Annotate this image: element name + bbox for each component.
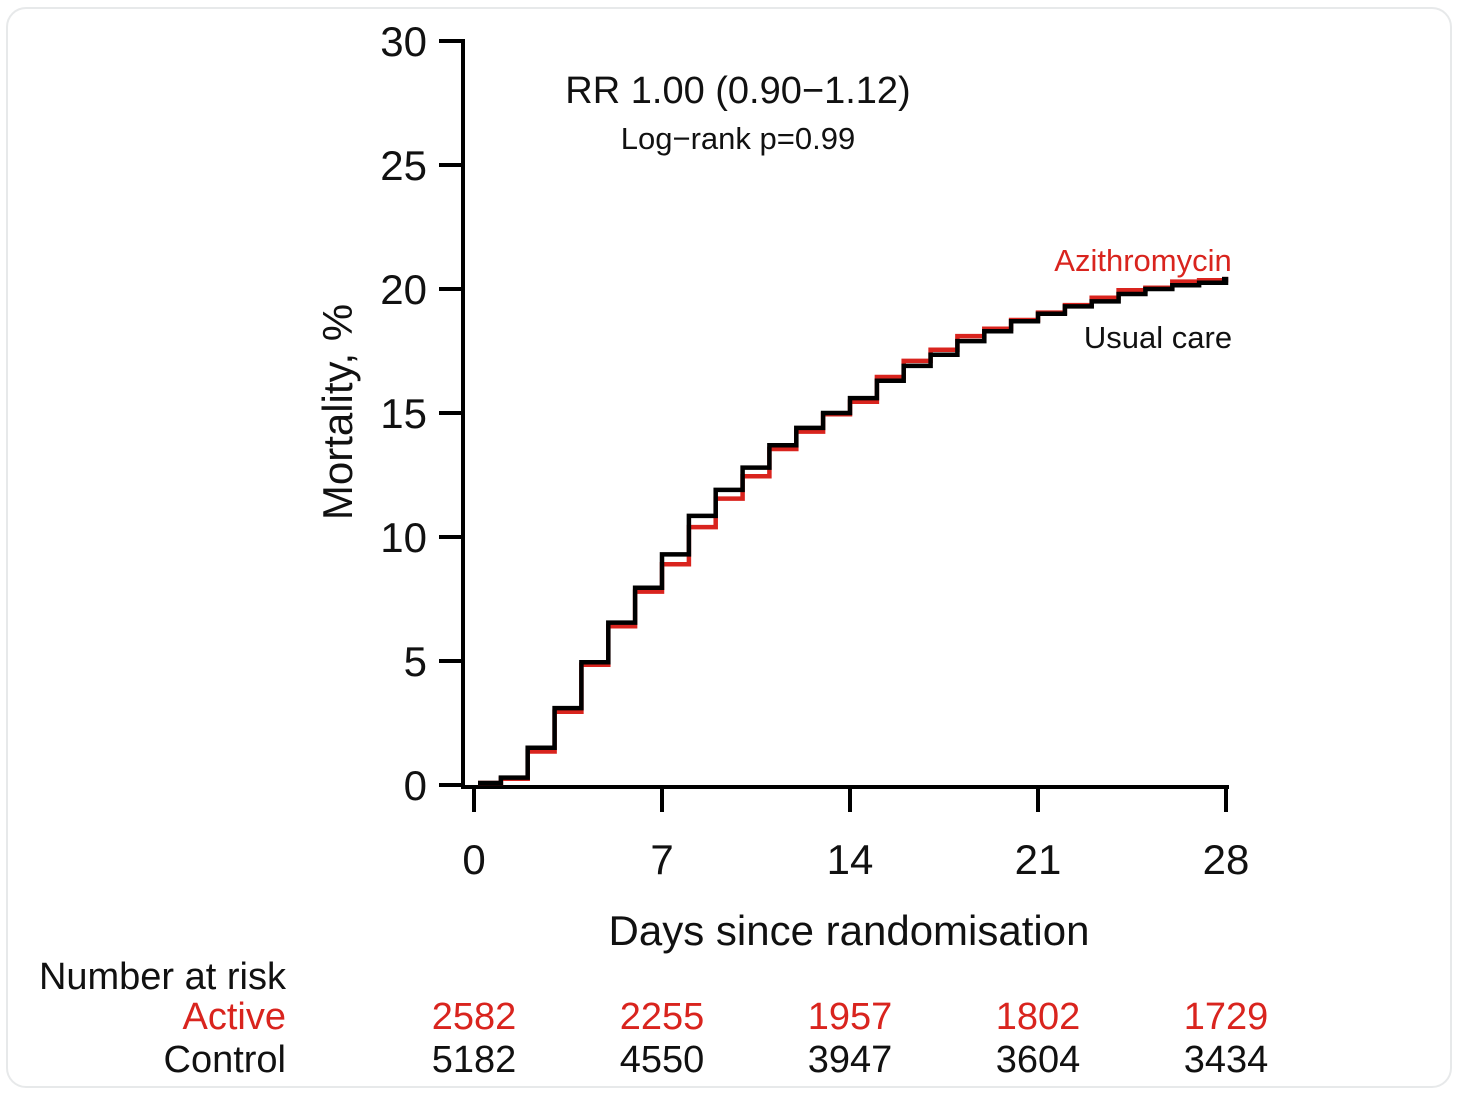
risk-table-header: Number at risk bbox=[38, 956, 286, 998]
y-tick-label: 30 bbox=[380, 18, 427, 65]
y-tick-label: 25 bbox=[380, 142, 427, 189]
risk-value-active-d14: 1957 bbox=[807, 996, 893, 1038]
risk-value-active-d21: 1802 bbox=[995, 996, 1081, 1038]
risk-value-control-d14: 3947 bbox=[807, 1039, 893, 1081]
risk-value-control-d21: 3604 bbox=[995, 1039, 1081, 1081]
risk-value-control-d28: 3434 bbox=[1183, 1039, 1269, 1081]
x-axis-title: Days since randomisation bbox=[608, 907, 1090, 954]
risk-value-control-d0: 5182 bbox=[431, 1039, 517, 1081]
series-curve-usual-care bbox=[478, 276, 1229, 786]
x-tick-label: 0 bbox=[462, 836, 485, 883]
stats-annotation: RR 1.00 (0.90−1.12) Log−rank p=0.99 bbox=[565, 70, 910, 157]
y-tick-label: 10 bbox=[380, 514, 427, 561]
y-axis-title: Mortality, % bbox=[314, 303, 361, 521]
risk-ratio-text: RR 1.00 (0.90−1.12) bbox=[565, 70, 911, 112]
risk-value-active-d28: 1729 bbox=[1183, 996, 1269, 1038]
azithromycin-curve-label: Azithromycin bbox=[1054, 243, 1232, 278]
logrank-text: Log−rank p=0.99 bbox=[620, 121, 856, 156]
y-tick-label: 5 bbox=[404, 638, 427, 685]
risk-row-label-active: Active bbox=[182, 996, 286, 1038]
y-tick-label: 20 bbox=[380, 266, 427, 313]
y-tick-label: 15 bbox=[380, 390, 427, 437]
x-tick-label: 7 bbox=[650, 836, 673, 883]
risk-row-label-control: Control bbox=[163, 1039, 287, 1081]
x-tick-label: 28 bbox=[1203, 836, 1250, 883]
risk-value-active-d0: 2582 bbox=[431, 996, 517, 1038]
risk-value-active-d7: 2255 bbox=[619, 996, 705, 1038]
y-tick-label: 0 bbox=[404, 762, 427, 809]
x-tick-label: 14 bbox=[827, 836, 874, 883]
usual-care-curve-label: Usual care bbox=[1083, 320, 1233, 355]
risk-value-control-d7: 4550 bbox=[619, 1039, 705, 1081]
x-tick-label: 21 bbox=[1015, 836, 1062, 883]
